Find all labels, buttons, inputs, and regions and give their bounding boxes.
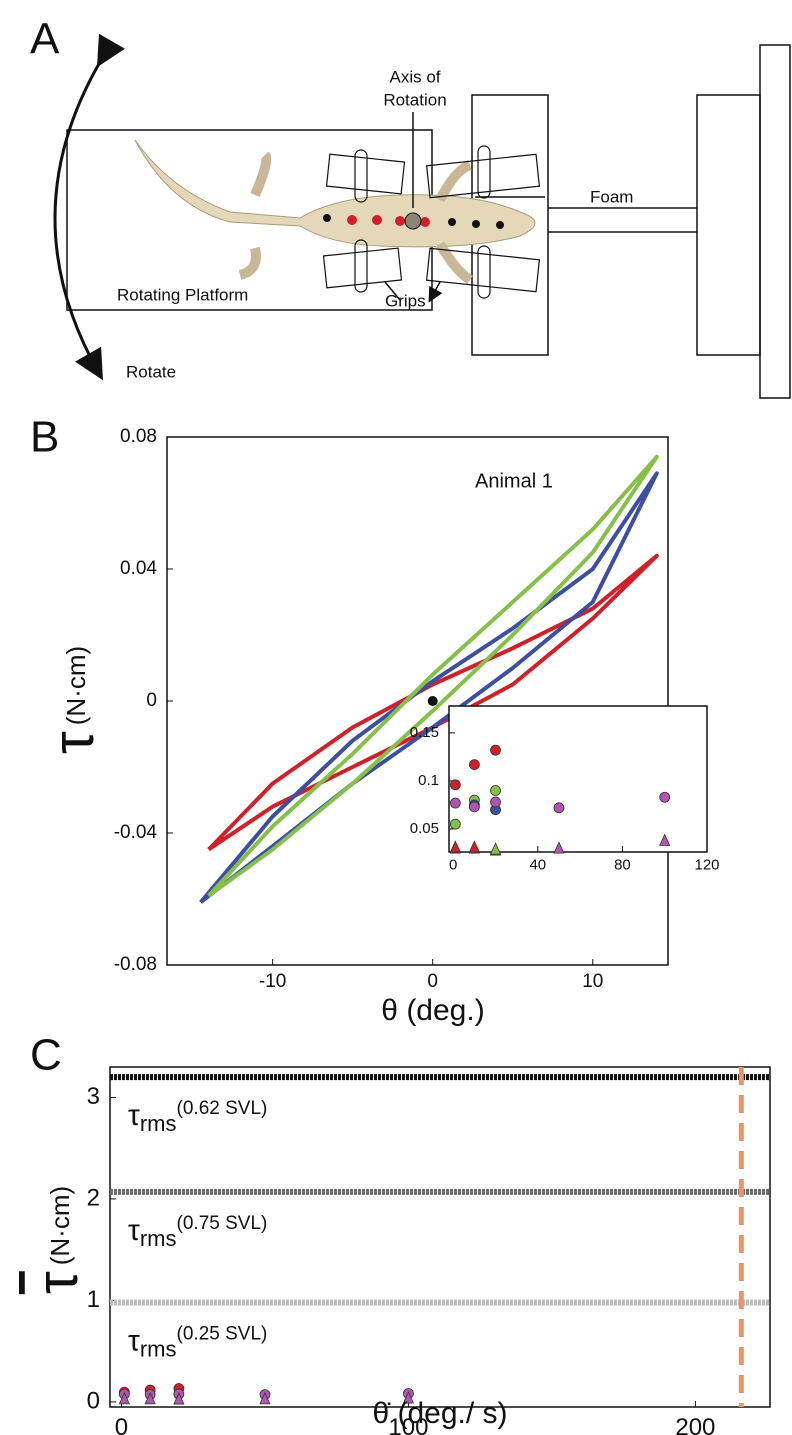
y-tick-label: 1 [87, 1286, 100, 1313]
symbol: τ [128, 1324, 140, 1357]
panel-label: A [30, 15, 60, 64]
x-tick-label: 120 [694, 856, 719, 873]
callouts [384, 112, 545, 300]
x-tick-label: 10 [582, 971, 603, 992]
y-tick-label: 0.08 [120, 426, 157, 447]
x-tick-label: 200 [675, 1414, 715, 1435]
grips [322, 145, 541, 299]
center-point [427, 696, 438, 706]
point [173, 1392, 185, 1405]
y-tick-label: 0 [87, 1387, 100, 1414]
loop-line [207, 454, 659, 898]
x-tick-label: 40 [529, 856, 546, 873]
rotate-arrow [53, 33, 125, 381]
point [659, 791, 671, 803]
point [402, 1391, 415, 1404]
plot-frame [109, 1066, 771, 1408]
loop-line [207, 553, 659, 852]
point [449, 818, 461, 830]
y-axis-label: τ (N·cm) [41, 646, 106, 754]
label: Rotate [126, 362, 176, 381]
plate [759, 44, 791, 399]
label: Grips [385, 291, 426, 310]
point [259, 1391, 271, 1405]
note: (0.62 SVL) [177, 1098, 268, 1119]
reference-label: τrms(0.75 SVL) [128, 1213, 267, 1251]
symbol: τ [128, 1214, 140, 1247]
shaft [548, 207, 697, 233]
y-tick-label: 0.1 [418, 772, 439, 789]
lizard [134, 139, 536, 285]
y-tick-label: -0.04 [114, 822, 158, 843]
x-tick-label: 80 [614, 856, 631, 873]
point [553, 841, 565, 854]
x-axis-label: θ̇ (deg./ s) [372, 1397, 507, 1430]
y-axis-unit: (N·cm) [61, 646, 91, 725]
panel-label: B [30, 413, 59, 462]
label: Rotating Platform [117, 285, 248, 304]
symbol: τ [128, 1099, 140, 1132]
x-tick-label: 0 [115, 1414, 128, 1435]
subscript: rms [140, 1336, 177, 1361]
x-tick-label: -10 [259, 971, 286, 992]
y-tick-label: 2 [87, 1184, 100, 1211]
reference-label: τrms(0.25 SVL) [128, 1323, 267, 1361]
label: Foam [590, 187, 633, 206]
y-axis-symbol: τ [41, 731, 106, 754]
point [449, 797, 461, 809]
label: Axis of [389, 67, 440, 86]
y-tick-label: -0.08 [114, 954, 157, 975]
point [468, 759, 480, 770]
y-axis-label: τ (N·cm) [25, 1186, 90, 1294]
subscript: rms [140, 1226, 177, 1251]
plot-frame [448, 705, 708, 853]
y-tick-label: 3 [87, 1083, 100, 1110]
y-tick-label: 0.04 [120, 558, 157, 579]
point [490, 744, 501, 756]
point [659, 833, 671, 846]
point [490, 785, 501, 796]
point [449, 779, 461, 791]
point [144, 1391, 156, 1405]
y-axis-unit: (N·cm) [45, 1186, 75, 1265]
plot-frame [166, 436, 669, 966]
note: (0.75 SVL) [177, 1213, 268, 1234]
point [553, 802, 565, 814]
y-tick-label: 0.05 [410, 820, 439, 837]
label: Rotation [383, 90, 446, 109]
y-tick-label: 0.15 [410, 724, 439, 741]
point [118, 1391, 130, 1405]
note: (0.25 SVL) [177, 1323, 268, 1344]
point [468, 840, 480, 853]
subscript: rms [140, 1111, 177, 1136]
point [489, 842, 502, 855]
panel-label: C [30, 1031, 62, 1080]
point [449, 840, 461, 853]
panel-a: A Axis of Rotation Foam Rotating Platfor… [30, 15, 791, 399]
point [468, 801, 480, 813]
point [490, 796, 501, 808]
x-tick-label: 0 [427, 971, 438, 992]
y-tick-label: 0 [146, 690, 157, 711]
x-tick-label: 0 [449, 856, 457, 873]
x-axis-label: θ (deg.) [381, 994, 484, 1027]
annotation: Animal 1 [475, 470, 553, 492]
motor [696, 94, 761, 356]
x-tick-label: 100 [388, 1414, 428, 1435]
y-axis-symbol: τ [25, 1271, 90, 1294]
reference-label: τrms(0.62 SVL) [128, 1098, 267, 1136]
